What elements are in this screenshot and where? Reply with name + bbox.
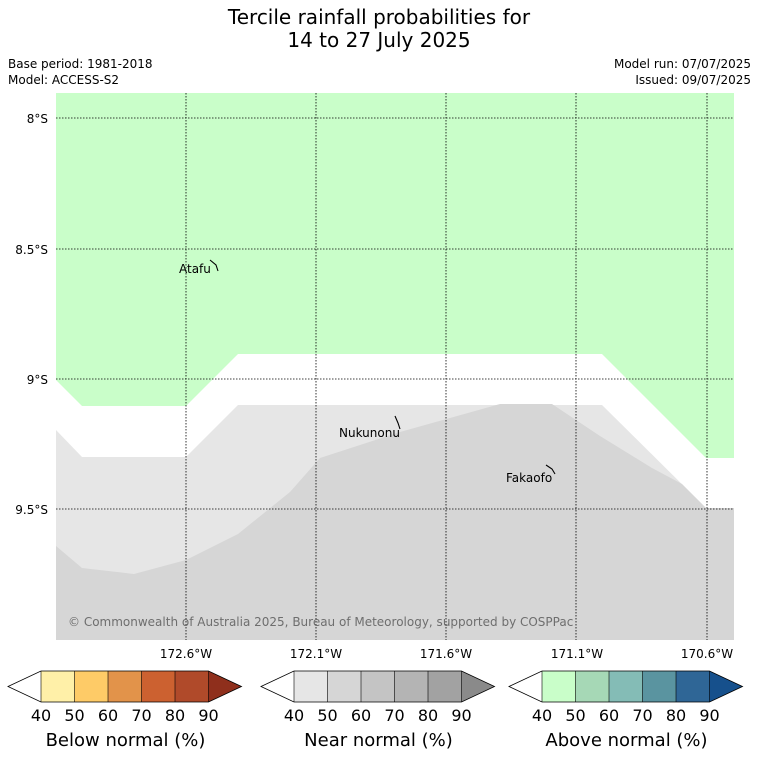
colorbar-below-segment (108, 671, 142, 702)
colorbar-above-tick-label: 60 (599, 706, 619, 725)
colorbar-near-tick-label: 50 (317, 706, 337, 725)
colorbar-above-segment (642, 671, 676, 702)
colorbar-below-tick-label: 70 (131, 706, 151, 725)
colorbar-near-tick-label: 40 (284, 706, 304, 725)
colorbar-below-tick-label: 50 (64, 706, 84, 725)
colorbar-near-min-extend (261, 671, 294, 702)
lat-label-9-5s: 9.5°S (15, 503, 48, 517)
colorbar-label-near: Near normal (%) (304, 730, 453, 751)
place-label-nukunonu: Nukunonu (339, 426, 400, 440)
colorbar-below-tick-label: 60 (98, 706, 118, 725)
colorbar-above-segment (575, 671, 609, 702)
above-normal-region (56, 93, 734, 458)
colorbar-near-tick-label: 60 (351, 706, 371, 725)
lat-label-8s: 8°S (27, 112, 48, 126)
colorbar-below-tick-label: 40 (31, 706, 51, 725)
lon-label-170-6w: 170.6°W (681, 647, 733, 661)
colorbar-above-tick-label: 50 (565, 706, 585, 725)
place-label-fakaofo: Fakaofo (506, 471, 552, 485)
map-panel (56, 93, 734, 640)
nukunonu-island-mark (394, 415, 401, 430)
atafu-island-mark (209, 259, 219, 272)
fakaofo-island-mark (545, 464, 556, 475)
colorbar-legends: 40 50 60 70 80 90 40 50 60 70 80 90 40 50 60 70 80 90 (7, 670, 744, 725)
colorbar-above-max-extend (709, 671, 743, 702)
colorbar-near-segment (428, 671, 462, 702)
colorbar-above-min-extend (509, 671, 542, 702)
copyright-notice: © Commonwealth of Australia 2025, Bureau… (68, 615, 573, 629)
lon-label-171-6w: 171.6°W (420, 647, 472, 661)
issued-date: Issued: 09/07/2025 (635, 73, 751, 87)
lat-label-8-5s: 8.5°S (15, 243, 48, 257)
map-title-line2: 14 to 27 July 2025 (287, 28, 471, 52)
base-period: Base period: 1981-2018 (8, 57, 153, 71)
colorbar-above-tick-label: 70 (632, 706, 652, 725)
colorbar-near: 40 50 60 70 80 90 (260, 670, 496, 725)
colorbar-near-tick-label: 70 (384, 706, 404, 725)
graticule (56, 93, 734, 640)
map-title-line1: Tercile rainfall probabilities for (227, 5, 531, 29)
place-label-atafu: Atafu (179, 262, 211, 276)
colorbar-near-tick-label: 90 (451, 706, 471, 725)
colorbar-near-segment (361, 671, 395, 702)
colorbar-below-tick-label: 90 (198, 706, 218, 725)
colorbar-above: 40 50 60 70 80 90 (508, 670, 744, 725)
lon-label-172-1w: 172.1°W (290, 647, 342, 661)
colorbar-below-segment (41, 671, 75, 702)
colorbar-above-segment (676, 671, 710, 702)
island-outlines (209, 259, 556, 475)
colorbar-below: 40 50 60 70 80 90 (7, 670, 243, 725)
colorbar-near-segment (327, 671, 361, 702)
colorbar-above-segment (542, 671, 576, 702)
colorbar-below-tick-label: 80 (165, 706, 185, 725)
model-run: Model run: 07/07/2025 (613, 57, 751, 71)
colorbar-below-segment (74, 671, 108, 702)
colorbar-near-tick-label: 80 (418, 706, 438, 725)
colorbar-near-max-extend (461, 671, 495, 702)
colorbar-above-segment (609, 671, 643, 702)
lon-label-172-6w: 172.6°W (160, 647, 212, 661)
lon-label-171-1w: 171.1°W (551, 647, 603, 661)
colorbar-below-max-extend (208, 671, 242, 702)
lat-label-9s: 9°S (27, 373, 48, 387)
colorbar-near-segment (294, 671, 328, 702)
near-normal-region-dark (56, 404, 734, 640)
colorbar-label-above: Above normal (%) (545, 730, 708, 751)
colorbar-label-below: Below normal (%) (45, 730, 206, 751)
colorbar-above-tick-label: 40 (532, 706, 552, 725)
colorbar-above-tick-label: 80 (666, 706, 686, 725)
colorbar-below-min-extend (8, 671, 41, 702)
colorbar-above-tick-label: 90 (699, 706, 719, 725)
colorbar-below-segment (141, 671, 175, 702)
colorbar-below-segment (175, 671, 209, 702)
colorbar-near-segment (394, 671, 428, 702)
model-name: Model: ACCESS-S2 (8, 73, 120, 87)
